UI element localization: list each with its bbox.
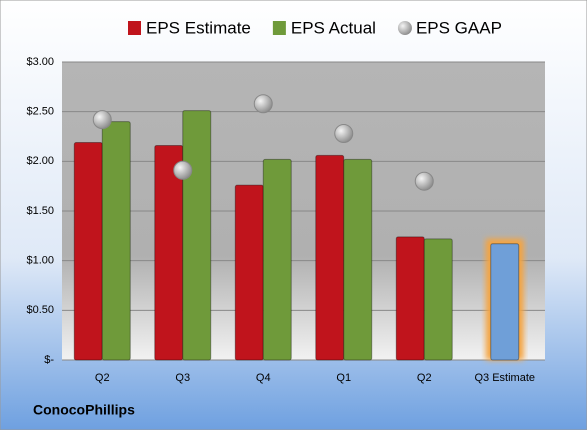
x-tick-label: Q3 Estimate — [474, 372, 535, 384]
y-tick-label: $3.00 — [26, 56, 54, 68]
y-tick-label: $- — [44, 354, 54, 366]
bar — [262, 158, 292, 361]
x-tick-label: Q2 — [95, 372, 110, 384]
gaap-point — [414, 171, 434, 191]
x-tick-label: Q3 — [175, 372, 190, 384]
gaap-point — [334, 124, 354, 144]
gaap-point — [253, 94, 273, 114]
legend-swatch — [397, 21, 412, 35]
gaap-point — [173, 160, 193, 180]
x-tick-label: Q4 — [256, 372, 271, 384]
legend-label: EPS Estimate — [146, 18, 251, 37]
x-tick-label: Q2 — [417, 372, 432, 384]
bar — [395, 236, 425, 361]
bar — [73, 141, 103, 361]
bar — [315, 154, 345, 361]
x-tick-label: Q1 — [336, 372, 351, 384]
y-tick-label: $0.50 — [26, 304, 54, 316]
bar — [182, 110, 212, 361]
legend-swatch — [272, 21, 286, 35]
y-tick-label: $2.00 — [26, 155, 54, 167]
bar — [101, 121, 131, 361]
y-tick-label: $1.00 — [26, 255, 54, 267]
legend-label: EPS GAAP — [416, 18, 502, 37]
bar — [343, 158, 373, 361]
y-tick-label: $1.50 — [26, 205, 54, 217]
company-name: ConocoPhillips — [33, 402, 135, 418]
legend-label: EPS Actual — [291, 18, 376, 37]
bar — [423, 238, 453, 361]
bar — [490, 243, 520, 361]
bar — [234, 184, 264, 361]
gaap-point — [92, 110, 112, 130]
legend-swatch — [128, 21, 141, 35]
y-tick-label: $2.50 — [26, 106, 54, 118]
